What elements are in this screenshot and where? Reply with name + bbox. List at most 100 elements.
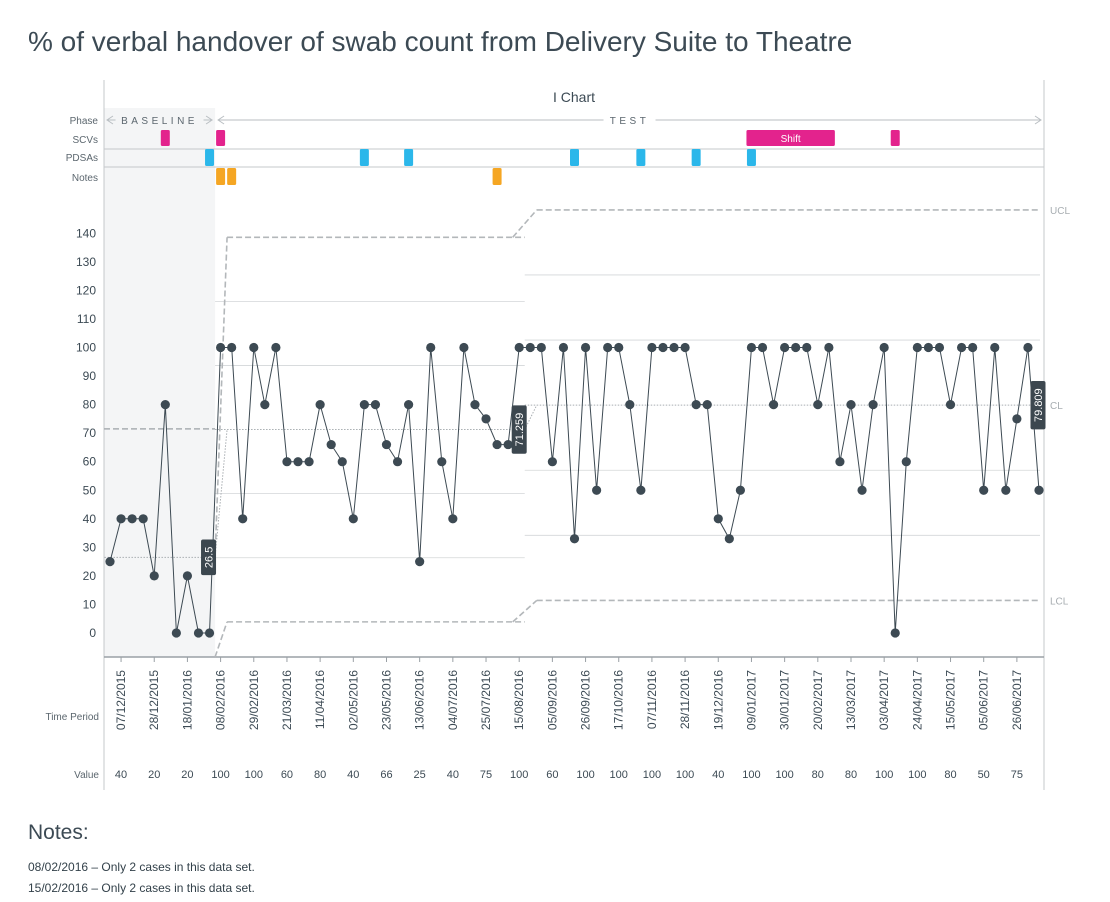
value-row-item: 75 bbox=[480, 769, 492, 781]
value-row-item: 100 bbox=[742, 769, 760, 781]
value-row-item: 100 bbox=[875, 769, 893, 781]
data-point bbox=[1012, 414, 1022, 424]
phase-baseline-arrow-right bbox=[205, 115, 213, 125]
value-row-item: 80 bbox=[944, 769, 956, 781]
value-row-item: 60 bbox=[546, 769, 558, 781]
data-point bbox=[370, 400, 381, 410]
data-point bbox=[182, 571, 193, 581]
data-point bbox=[448, 514, 458, 524]
scv-marker bbox=[160, 130, 170, 146]
data-point bbox=[426, 342, 436, 353]
ucl-label: UCL bbox=[1050, 206, 1070, 217]
x-tick-label: 05/06/2017 bbox=[977, 670, 991, 730]
x-tick-label: 07/12/2015 bbox=[114, 670, 128, 730]
data-point bbox=[923, 342, 934, 353]
cl-badge bbox=[1030, 380, 1046, 430]
x-tick-label: 18/01/2016 bbox=[180, 670, 194, 730]
data-point bbox=[127, 514, 137, 524]
phase-baseline-label: BASELINE bbox=[121, 116, 198, 127]
x-tick-label: 20/02/2017 bbox=[811, 670, 825, 730]
value-row-item: 80 bbox=[812, 769, 824, 781]
y-tick-label: 40 bbox=[83, 512, 97, 526]
x-tick-label: 07/11/2016 bbox=[645, 670, 659, 729]
chart-title: I Chart bbox=[553, 89, 595, 105]
data-point bbox=[271, 342, 281, 353]
data-point bbox=[437, 457, 447, 467]
shift-label: Shift bbox=[781, 134, 801, 145]
data-point bbox=[282, 457, 292, 467]
data-point bbox=[193, 628, 204, 638]
data-point bbox=[536, 342, 546, 353]
cl-badge-label: 26.5 bbox=[204, 547, 216, 568]
x-tick-label: 08/02/2016 bbox=[214, 670, 228, 730]
y-tick-label: 80 bbox=[83, 398, 97, 412]
data-point bbox=[227, 342, 237, 353]
x-axis-label: Time Period bbox=[45, 712, 99, 723]
x-tick-label: 26/09/2016 bbox=[579, 670, 593, 730]
scv-marker bbox=[890, 130, 900, 146]
lane-label-scvs: SCVs bbox=[72, 135, 98, 146]
phase-test-arrow-right bbox=[1034, 115, 1042, 125]
data-point bbox=[868, 400, 878, 410]
data-point bbox=[691, 400, 701, 410]
data-point bbox=[160, 400, 170, 410]
data-point bbox=[757, 342, 768, 353]
note-line: 08/02/2016 – Only 2 cases in this data s… bbox=[28, 860, 255, 874]
y-tick-label: 130 bbox=[76, 255, 96, 269]
ucl-transition bbox=[512, 209, 538, 238]
y-tick-label: 60 bbox=[83, 455, 97, 469]
x-tick-label: 11/04/2016 bbox=[313, 670, 327, 729]
lcl-transition bbox=[214, 621, 228, 658]
data-point bbox=[956, 342, 967, 353]
data-point bbox=[149, 571, 159, 581]
data-point bbox=[260, 400, 270, 410]
data-point bbox=[215, 342, 226, 353]
data-point bbox=[791, 342, 801, 353]
value-row-item: 100 bbox=[908, 769, 926, 781]
data-point bbox=[249, 342, 259, 353]
data-point bbox=[592, 485, 602, 495]
data-point bbox=[603, 342, 613, 353]
data-point bbox=[105, 557, 115, 567]
x-tick-label: 21/03/2016 bbox=[280, 670, 294, 730]
data-point bbox=[381, 439, 392, 450]
pdsa-marker bbox=[359, 149, 369, 166]
data-point bbox=[968, 342, 978, 353]
note-marker bbox=[227, 168, 237, 185]
note-marker bbox=[492, 168, 502, 185]
data-point bbox=[724, 534, 734, 544]
data-point bbox=[979, 485, 989, 495]
notes-heading: Notes: bbox=[28, 821, 89, 844]
x-tick-label: 03/04/2017 bbox=[877, 670, 891, 730]
data-point bbox=[293, 457, 303, 467]
value-row-item: 40 bbox=[712, 769, 724, 781]
pdsa-marker bbox=[404, 149, 414, 166]
cl-badge bbox=[201, 539, 217, 576]
lcl-label: LCL bbox=[1050, 596, 1069, 607]
data-point bbox=[171, 628, 181, 638]
data-point bbox=[879, 342, 889, 353]
value-row-label: Value bbox=[74, 770, 99, 781]
cl-label: CL bbox=[1050, 401, 1063, 412]
phase-test-arrow-left bbox=[217, 115, 225, 125]
data-point bbox=[326, 439, 336, 450]
y-tick-label: 20 bbox=[83, 569, 97, 583]
data-point bbox=[238, 514, 248, 524]
note-marker bbox=[216, 168, 226, 185]
data-point bbox=[348, 514, 358, 524]
data-point bbox=[204, 628, 215, 638]
baseline-region bbox=[104, 108, 216, 657]
value-row-item: 40 bbox=[115, 769, 127, 781]
y-tick-label: 10 bbox=[83, 597, 97, 611]
page-title: % of verbal handover of swab count from … bbox=[28, 26, 853, 57]
pdsa-marker bbox=[636, 149, 646, 166]
data-point bbox=[824, 342, 834, 353]
data-point bbox=[392, 457, 403, 467]
x-tick-label: 28/12/2015 bbox=[147, 670, 161, 730]
data-point bbox=[337, 457, 347, 467]
data-point bbox=[669, 342, 679, 353]
value-row-item: 80 bbox=[845, 769, 857, 781]
x-tick-label: 13/06/2016 bbox=[413, 670, 427, 730]
x-tick-label: 04/07/2016 bbox=[446, 670, 460, 730]
x-tick-label: 26/06/2017 bbox=[1010, 670, 1024, 730]
